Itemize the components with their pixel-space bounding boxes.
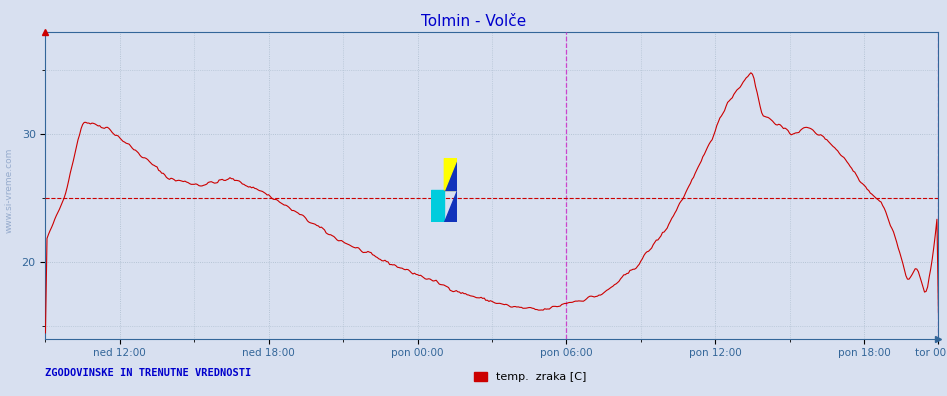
Polygon shape bbox=[444, 158, 457, 190]
Text: www.si-vreme.com: www.si-vreme.com bbox=[5, 147, 14, 233]
Text: ZGODOVINSKE IN TRENUTNE VREDNOSTI: ZGODOVINSKE IN TRENUTNE VREDNOSTI bbox=[45, 368, 252, 378]
Legend: temp.  zraka [C]: temp. zraka [C] bbox=[470, 367, 591, 386]
Polygon shape bbox=[444, 158, 457, 190]
Polygon shape bbox=[444, 190, 457, 222]
Polygon shape bbox=[431, 190, 444, 222]
Polygon shape bbox=[444, 158, 457, 190]
Text: Tolmin - Volče: Tolmin - Volče bbox=[420, 14, 527, 29]
